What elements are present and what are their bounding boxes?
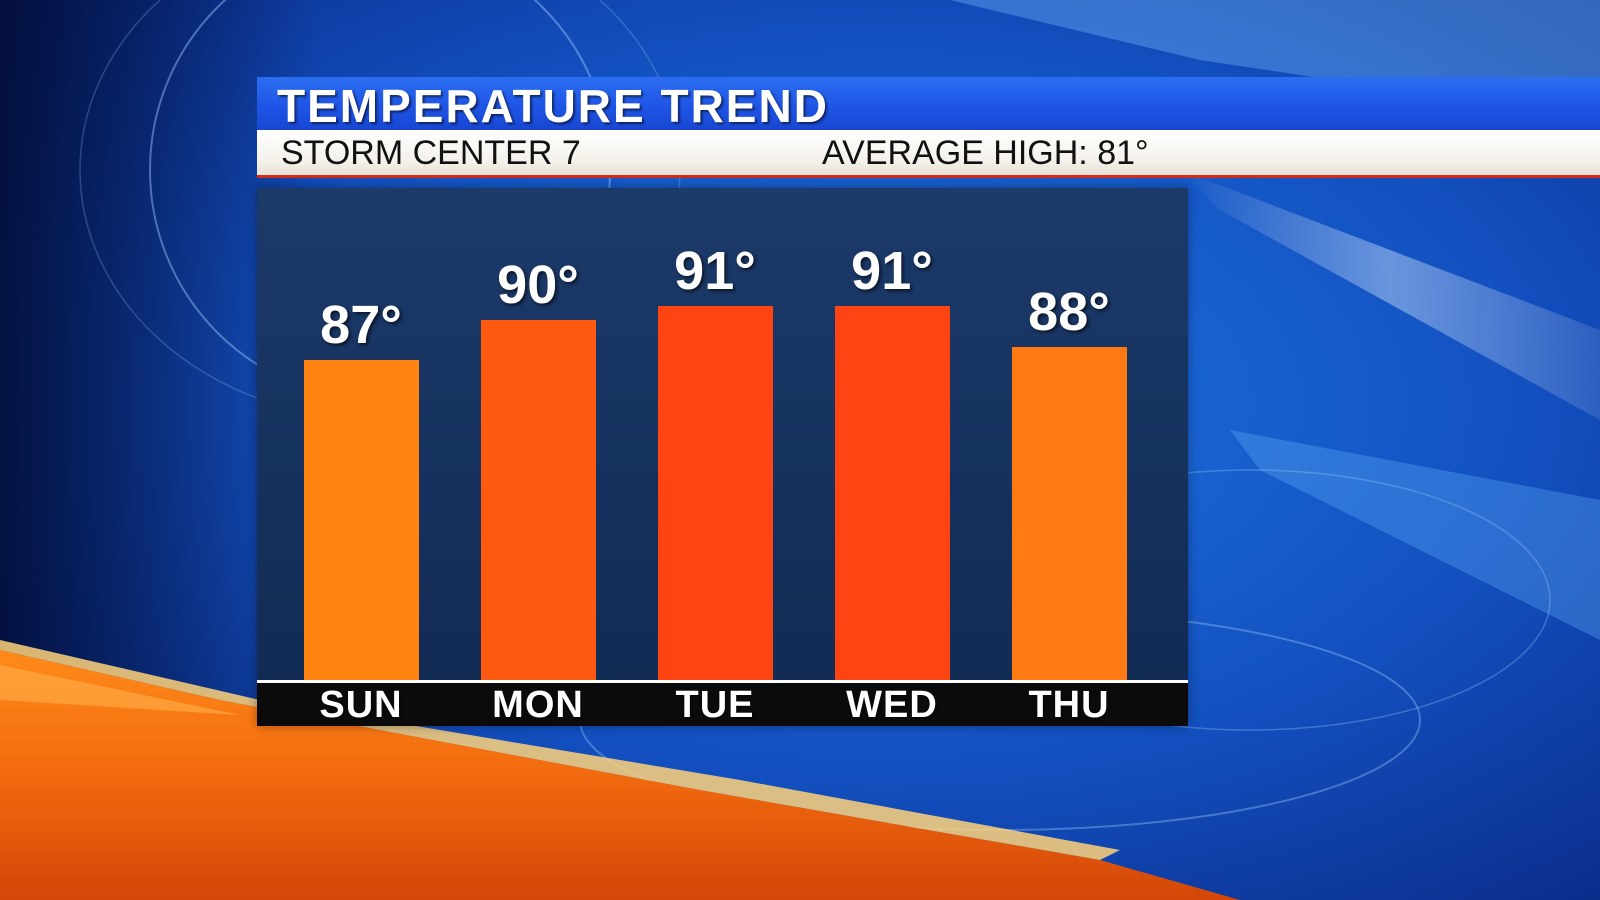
station-name: STORM CENTER 7 [281,134,581,172]
bar-sun [303,360,419,680]
bar-value-label-wed: 91° [851,241,933,301]
x-tick-label-thu: THU [1028,684,1110,726]
x-axis-line [257,680,1188,683]
average-high: AVERAGE HIGH: 81° [822,134,1149,172]
bar-mon [480,319,596,680]
x-tick-label-tue: TUE [675,684,755,726]
bar-tue [657,306,773,680]
bar-thu [1011,346,1127,680]
title-bar: TEMPERATURE TREND [257,77,1600,132]
chart-title: TEMPERATURE TREND [277,80,829,132]
x-tick-label-wed: WED [846,684,938,726]
bar-value-label-mon: 90° [497,254,579,315]
bar-value-label-tue: 91° [674,241,756,301]
x-tick-label-mon: MON [492,684,584,726]
bar-wed [834,306,950,680]
bar-value-label-sun: 87° [320,295,402,355]
subtitle-bar: STORM CENTER 7 AVERAGE HIGH: 81° [257,130,1600,178]
bar-value-label-thu: 88° [1028,281,1110,342]
day-label-strip [257,683,1188,726]
chart-panel: 87° SUN 90° MON 91° TUE 91° WED 88° THU [257,188,1188,726]
x-tick-label-sun: SUN [319,684,403,726]
